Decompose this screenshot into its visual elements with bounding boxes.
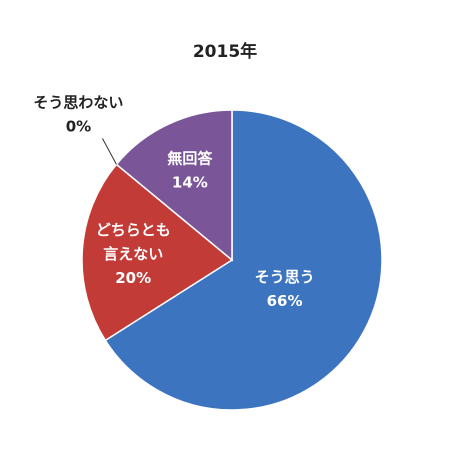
pie-labels: そう思う 66% どちらとも言えない 20% そう思わない 0% 無回答 14% <box>33 93 314 310</box>
slice-label-3: 無回答 14% <box>167 149 213 191</box>
pie-slice-1 <box>81 163 234 342</box>
slice-label-2: そう思わない 0% <box>33 93 123 135</box>
slice-value-3: 14% <box>172 173 208 191</box>
slice-name-1: どちらとも <box>96 221 171 239</box>
pie-slices <box>81 109 383 411</box>
slice-label-1: どちらとも言えない 20% <box>96 221 171 287</box>
slice-name-0: そう思う <box>255 268 315 286</box>
slice-value-2: 0% <box>66 117 91 135</box>
chart-title: 2015年 <box>193 41 257 62</box>
pie-slice-3 <box>115 109 233 262</box>
leader-line-2 <box>101 138 117 165</box>
slice-value-1: 20% <box>115 269 151 287</box>
slice-value-0: 66% <box>267 292 303 310</box>
slice-name-1: 言えない <box>103 245 163 263</box>
pie-slice-0 <box>104 109 383 411</box>
slice-label-0: そう思う 66% <box>255 268 315 310</box>
slice-name-3: 無回答 <box>167 149 213 167</box>
slice-name-2: そう思わない <box>33 93 123 111</box>
